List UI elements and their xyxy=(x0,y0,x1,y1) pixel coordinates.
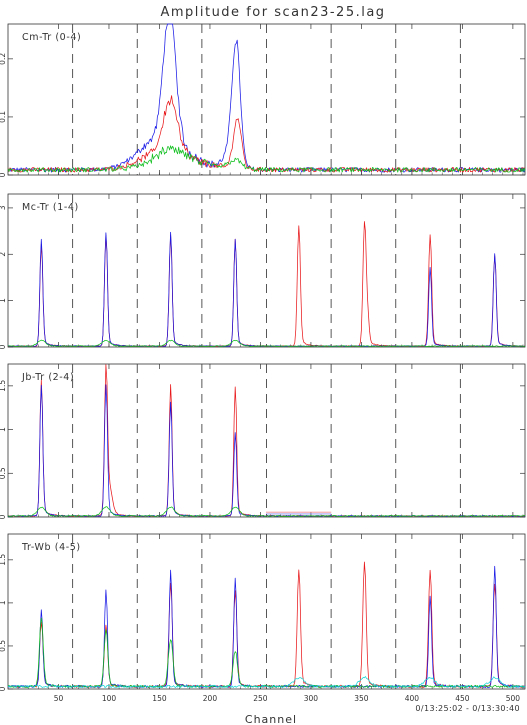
panel-1: 0 1 2 3 Mc-Tr (1-4) xyxy=(0,193,526,349)
y-tick-label: 2 xyxy=(0,252,7,257)
x-tick-label: 450 xyxy=(455,694,470,703)
figure-title: Amplitude for scan23-25.lag xyxy=(160,5,385,20)
y-tick-label: 1 xyxy=(0,427,7,432)
x-tick-label: 250 xyxy=(253,694,268,703)
panel-label: Cm-Tr (0-4) xyxy=(22,32,81,43)
y-tick-label: 0 xyxy=(0,514,7,519)
series-blue xyxy=(7,384,526,517)
panel-3: 0 0.5 1 1.5 Tr-Wb (4-5) 50 100 150 200 250 300 350 4… xyxy=(0,533,526,703)
y-tick-label: 0 xyxy=(0,344,7,349)
series-green xyxy=(7,506,526,517)
y-tick-label: 0.5 xyxy=(0,640,7,652)
y-tick-label: 0 xyxy=(0,172,7,177)
x-tick-label: 400 xyxy=(405,694,420,703)
panel-0: 0 0.1 0.2 Cm-Tr (0-4) xyxy=(0,23,526,177)
y-tick-label: 0.5 xyxy=(0,467,7,479)
y-tick-label: 3 xyxy=(0,205,7,210)
panel-2: 0 0.5 1 1.5 Jb-Tr (2-4) xyxy=(0,363,526,519)
x-axis-label: Channel xyxy=(245,713,297,725)
panel-label: Mc-Tr (1-4) xyxy=(22,202,79,213)
time-range: 0/13:25:02 - 0/13:30:40 xyxy=(415,704,520,713)
y-tick-label: 1 xyxy=(0,600,7,605)
x-tick-label: 350 xyxy=(354,694,369,703)
x-tick-label: 50 xyxy=(54,694,64,703)
x-tick-label: 300 xyxy=(304,694,319,703)
y-tick-label: 1.5 xyxy=(0,380,7,392)
y-tick-label: 0 xyxy=(0,686,7,691)
x-tick-label: 100 xyxy=(102,694,117,703)
panel-label: Jb-Tr (2-4) xyxy=(21,372,74,383)
panels: 0 0.1 0.2 Cm-Tr (0-4) 0 1 2 3 Mc-Tr (1-4) 0 0.5 1 1.… xyxy=(0,23,526,703)
y-tick-label: 1 xyxy=(0,298,7,303)
x-tick-label: 200 xyxy=(203,694,218,703)
x-tick-label: 500 xyxy=(506,694,521,703)
series-cyan xyxy=(7,676,526,688)
panel-label: Tr-Wb (4-5) xyxy=(21,542,81,553)
y-tick-label: 1.5 xyxy=(0,554,7,566)
y-tick-label: 0.2 xyxy=(0,53,7,65)
y-tick-label: 0.1 xyxy=(0,111,7,123)
x-tick-label: 150 xyxy=(152,694,167,703)
series-green xyxy=(7,339,526,347)
series-green xyxy=(7,145,526,173)
